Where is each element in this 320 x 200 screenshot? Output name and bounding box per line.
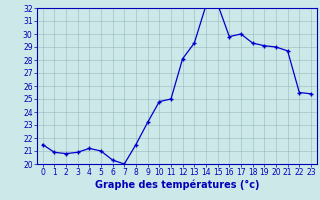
X-axis label: Graphe des températures (°c): Graphe des températures (°c): [94, 180, 259, 190]
